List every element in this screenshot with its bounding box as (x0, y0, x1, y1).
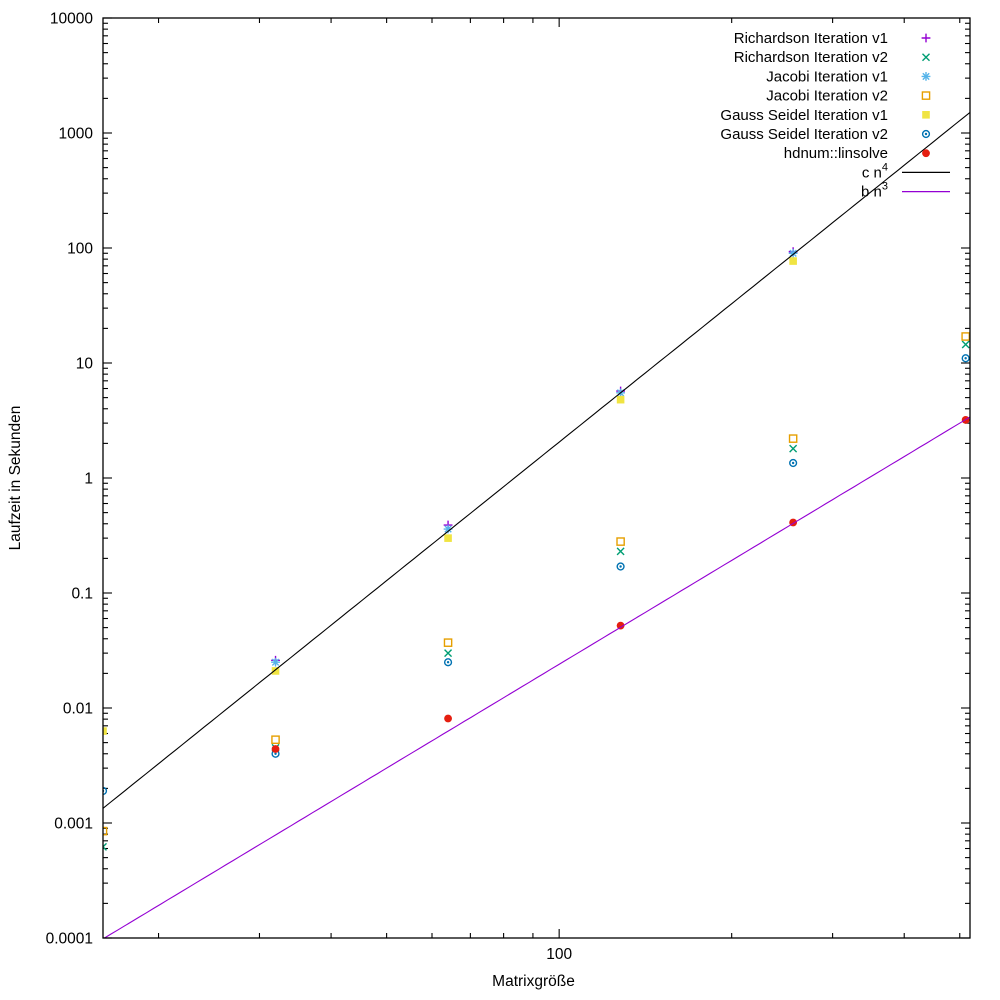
data-point-marker (103, 727, 107, 735)
data-point-marker (922, 53, 930, 62)
data-point-marker (961, 332, 970, 341)
data-point-marker (444, 649, 453, 658)
axis-ticks (103, 17, 970, 939)
legend-entry: hdnum::linsolve (784, 145, 930, 162)
legend-entry: Gauss Seidel Iteration v1 (720, 107, 930, 124)
y-tick-label: 0.01 (63, 701, 93, 718)
legend-label-superscript: 3 (882, 181, 888, 193)
reference-line-c-n4 (103, 111, 970, 809)
legend-entry: b n3 (861, 181, 950, 201)
data-point-marker (271, 745, 280, 753)
data-point-marker (616, 547, 625, 556)
y-tick-label: 0.001 (54, 816, 93, 833)
legend-label: c n4 (862, 161, 888, 181)
data-point-marker (921, 129, 931, 139)
y-tick-label: 1 (84, 471, 93, 488)
legend-entry: Jacobi Iteration v1 (766, 68, 931, 85)
data-point-marker (961, 340, 970, 349)
legend-label-superscript: 4 (882, 161, 888, 173)
series-gauss-seidel-iteration-v2 (103, 354, 970, 796)
x-axis-label: Matrixgröße (492, 973, 575, 990)
y-tick-label: 0.1 (71, 586, 93, 603)
data-point-marker (271, 735, 280, 745)
data-point-marker (921, 91, 931, 100)
series-gauss-seidel-iteration-v1 (103, 257, 797, 735)
data-point-marker (922, 149, 930, 158)
y-tick-label: 10 (76, 356, 94, 373)
legend: Richardson Iteration v1 Richardson Iterat… (720, 30, 950, 201)
data-point-marker (444, 534, 452, 542)
y-tick-label: 1000 (59, 126, 94, 143)
data-point-marker (443, 638, 453, 647)
data-point-marker (616, 537, 625, 546)
legend-label: Gauss Seidel Iteration v1 (720, 107, 888, 124)
y-tick-label: 100 (67, 241, 93, 258)
data-point-marker (271, 667, 280, 675)
legend-label: Richardson Iteration v2 (734, 49, 888, 66)
data-point-marker (616, 395, 625, 404)
tick-labels: 10000 1000 100 10 1 0.1 0.01 0.001 0.0001 100 (46, 11, 573, 964)
data-point-marker (922, 111, 930, 119)
legend-label: b n3 (861, 181, 888, 201)
legend-label: Jacobi Iteration v1 (766, 68, 888, 85)
y-tick-label: 10000 (50, 11, 93, 28)
data-point-marker (788, 248, 798, 258)
plot-data (103, 111, 970, 938)
x-tick-label: 100 (546, 946, 572, 963)
legend-label: Richardson Iteration v1 (734, 30, 888, 47)
data-point-marker (789, 444, 798, 453)
legend-label: hdnum::linsolve (784, 145, 888, 162)
data-point-marker (103, 842, 107, 851)
plot-border (102, 17, 971, 939)
data-point-marker (271, 657, 280, 667)
y-axis-label: Laufzeit in Sekunden (7, 406, 24, 551)
legend-entry: c n4 (862, 161, 950, 181)
legend-entry: Jacobi Iteration v2 (766, 88, 931, 105)
data-point-marker (444, 714, 452, 723)
data-point-marker (921, 33, 931, 43)
series-hdnum-linsolve (271, 416, 970, 753)
data-point-marker (789, 458, 798, 468)
legend-label: Jacobi Iteration v2 (766, 88, 888, 105)
legend-entry: Richardson Iteration v1 (734, 30, 931, 47)
legend-entry: Gauss Seidel Iteration v2 (720, 126, 931, 143)
data-point-marker (789, 257, 797, 265)
reference-line-b-n3 (103, 416, 970, 938)
data-point-marker (921, 72, 931, 81)
data-point-marker (443, 658, 453, 667)
data-point-marker (788, 434, 798, 443)
legend-label: Gauss Seidel Iteration v2 (720, 126, 888, 143)
data-point-marker (616, 621, 625, 630)
data-point-marker (616, 562, 625, 571)
data-point-marker (961, 354, 970, 363)
legend-entry: Richardson Iteration v2 (734, 49, 930, 66)
y-tick-label: 0.0001 (46, 931, 93, 948)
